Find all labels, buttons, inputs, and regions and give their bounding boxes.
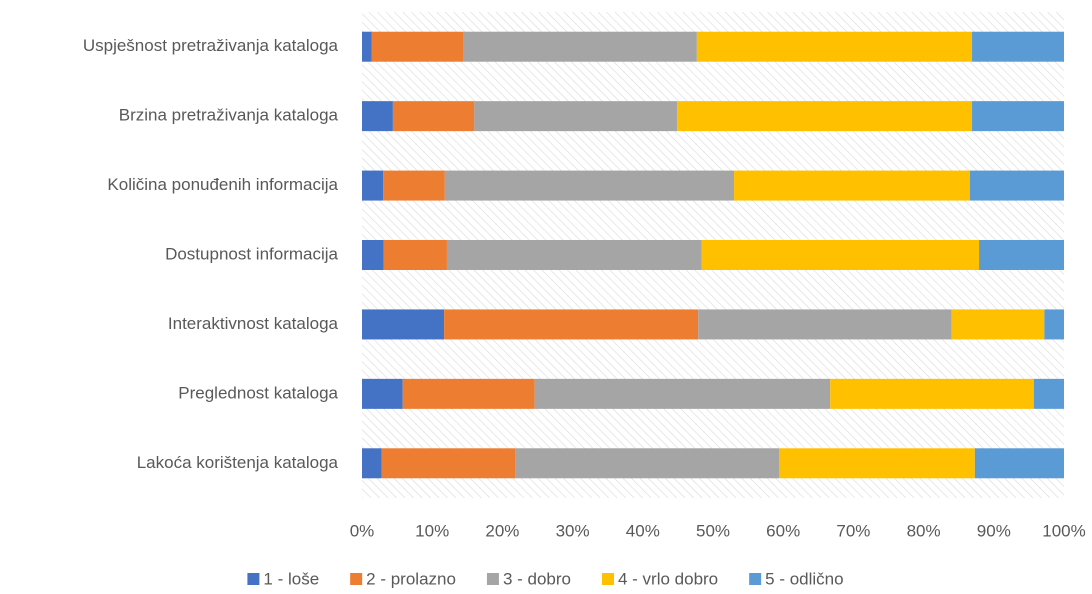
- legend-label: 4 - vrlo dobro: [618, 569, 718, 588]
- bar-segment: [444, 309, 699, 340]
- legend-swatch: [486, 573, 499, 585]
- x-tick-label: 50%: [696, 521, 730, 540]
- bar-segment: [362, 101, 393, 132]
- bar-segment: [383, 240, 447, 270]
- x-tick-label: 10%: [415, 521, 449, 540]
- legend-swatch: [601, 573, 614, 585]
- y-tick-label: Preglednost kataloga: [178, 383, 338, 402]
- x-tick-label: 20%: [485, 521, 519, 540]
- bar-segment: [1033, 378, 1064, 409]
- bar-segment: [830, 378, 1034, 409]
- x-tick-label: 30%: [556, 521, 590, 540]
- bar-segment: [446, 240, 702, 270]
- x-tick-label: 40%: [626, 521, 660, 540]
- legend-label: 3 - dobro: [503, 569, 571, 588]
- legend-label: 1 - loše: [263, 569, 319, 588]
- y-tick-label: Dostupnost informacija: [165, 244, 338, 263]
- bar-segment: [979, 240, 1064, 270]
- bar-segment: [362, 31, 372, 62]
- bar-segment: [734, 170, 970, 201]
- bar-segment: [362, 309, 445, 340]
- bar-segment: [701, 240, 980, 270]
- legend-label: 2 - prolazno: [366, 569, 456, 588]
- bar-segment: [362, 170, 384, 201]
- y-tick-label: Uspješnost pretraživanja kataloga: [83, 36, 339, 55]
- bar-segment: [383, 170, 445, 201]
- bar-segment: [381, 448, 516, 479]
- bar-segment: [778, 448, 975, 479]
- x-tick-label: 60%: [766, 521, 800, 540]
- bar-segment: [534, 378, 831, 409]
- bar-segment: [402, 378, 535, 409]
- x-tick-label: 90%: [977, 521, 1011, 540]
- bar-segment: [444, 170, 735, 201]
- bar-segment: [677, 101, 973, 132]
- legend-swatch: [247, 573, 260, 585]
- bar-segment: [1044, 309, 1064, 340]
- legend-swatch: [350, 573, 363, 585]
- y-tick-label: Brzina pretraživanja kataloga: [119, 106, 339, 125]
- bar-segment: [974, 448, 1064, 479]
- bar-segment: [371, 31, 464, 62]
- bar-segment: [392, 101, 475, 132]
- legend-swatch: [749, 573, 762, 585]
- y-tick-label: Količina ponuđenih informacija: [107, 175, 338, 194]
- bar-segment: [698, 309, 952, 340]
- bar-segment: [362, 448, 382, 479]
- x-tick-label: 100%: [1042, 521, 1085, 540]
- bar-segment: [463, 31, 697, 62]
- bar-segment: [474, 101, 678, 132]
- x-tick-label: 80%: [907, 521, 941, 540]
- legend-label: 5 - odlično: [765, 569, 843, 588]
- bar-segment: [362, 240, 384, 270]
- bar-segment: [972, 101, 1064, 132]
- y-tick-label: Interaktivnost kataloga: [168, 314, 339, 333]
- bar-segment: [515, 448, 779, 479]
- bar-segment: [972, 31, 1064, 62]
- y-tick-label: Lakoća korištenja kataloga: [137, 453, 339, 472]
- x-tick-label: 70%: [836, 521, 870, 540]
- bar-segment: [696, 31, 973, 62]
- bar-segment: [362, 378, 403, 409]
- bar-segment: [951, 309, 1045, 340]
- x-tick-label: 0%: [350, 521, 375, 540]
- bar-segment: [969, 170, 1064, 201]
